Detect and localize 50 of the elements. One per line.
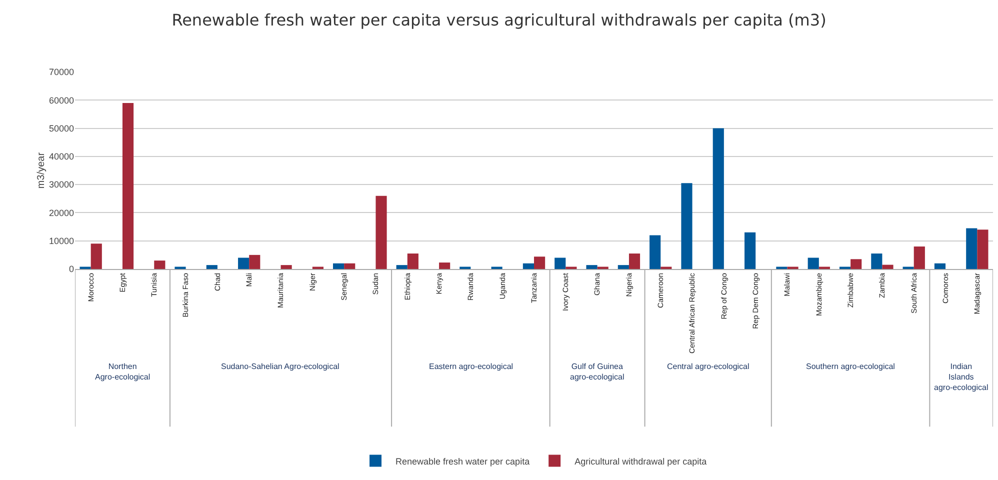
bar bbox=[712, 128, 724, 269]
bar bbox=[122, 102, 134, 269]
bar bbox=[914, 246, 925, 269]
bar bbox=[249, 254, 260, 269]
bar bbox=[439, 262, 450, 269]
bar bbox=[554, 258, 566, 269]
bar bbox=[871, 254, 882, 269]
bar bbox=[808, 258, 819, 269]
bar bbox=[628, 254, 640, 269]
bar bbox=[522, 263, 534, 269]
bar bbox=[206, 265, 218, 269]
bar bbox=[681, 183, 692, 269]
bar bbox=[586, 265, 598, 269]
bar bbox=[332, 263, 344, 269]
text: Indian Islands agro-ecological bbox=[934, 362, 988, 392]
y-tick-label: 70000 bbox=[48, 67, 74, 78]
text: Eastern agro-ecological bbox=[429, 362, 514, 371]
chart-title: Renewable fresh water per capita versus agricultural withdrawals per capita (m3) bbox=[172, 10, 826, 30]
bar bbox=[618, 265, 629, 269]
text: Gulf of Guinea agro-ecological bbox=[570, 362, 624, 382]
bar bbox=[534, 256, 546, 269]
bar bbox=[850, 259, 862, 269]
y-axis-title: m3/year bbox=[36, 152, 47, 189]
y-tick-label: 0 bbox=[68, 264, 74, 274]
bar bbox=[977, 230, 988, 269]
text: Northen Agro-ecological bbox=[95, 362, 150, 382]
text: Central agro-ecological bbox=[667, 362, 750, 371]
bar bbox=[396, 265, 408, 269]
bar bbox=[934, 263, 946, 269]
bar bbox=[407, 254, 418, 269]
y-tick-label: 10000 bbox=[48, 236, 74, 246]
legend-label: Renewable fresh water per capita bbox=[396, 456, 530, 466]
y-tick-label: 40000 bbox=[48, 152, 74, 162]
y-tick-label: 20000 bbox=[48, 208, 74, 218]
bar bbox=[238, 258, 250, 269]
text: Southern agro-ecological bbox=[806, 362, 896, 371]
bar bbox=[882, 264, 894, 269]
legend-label: Agricultural withdrawal per capita bbox=[574, 456, 707, 466]
bar bbox=[154, 260, 166, 269]
text: Sudano-Sahelian Agro-ecological bbox=[221, 362, 340, 371]
bar bbox=[650, 235, 661, 269]
y-tick-label: 30000 bbox=[48, 180, 74, 190]
bar bbox=[966, 228, 978, 269]
y-tick-label: 50000 bbox=[48, 123, 74, 134]
y-tick-label: 60000 bbox=[48, 95, 74, 106]
bar bbox=[90, 244, 102, 269]
bar bbox=[280, 265, 292, 269]
bar bbox=[744, 232, 756, 269]
bar bbox=[376, 196, 387, 269]
bar bbox=[344, 263, 356, 269]
